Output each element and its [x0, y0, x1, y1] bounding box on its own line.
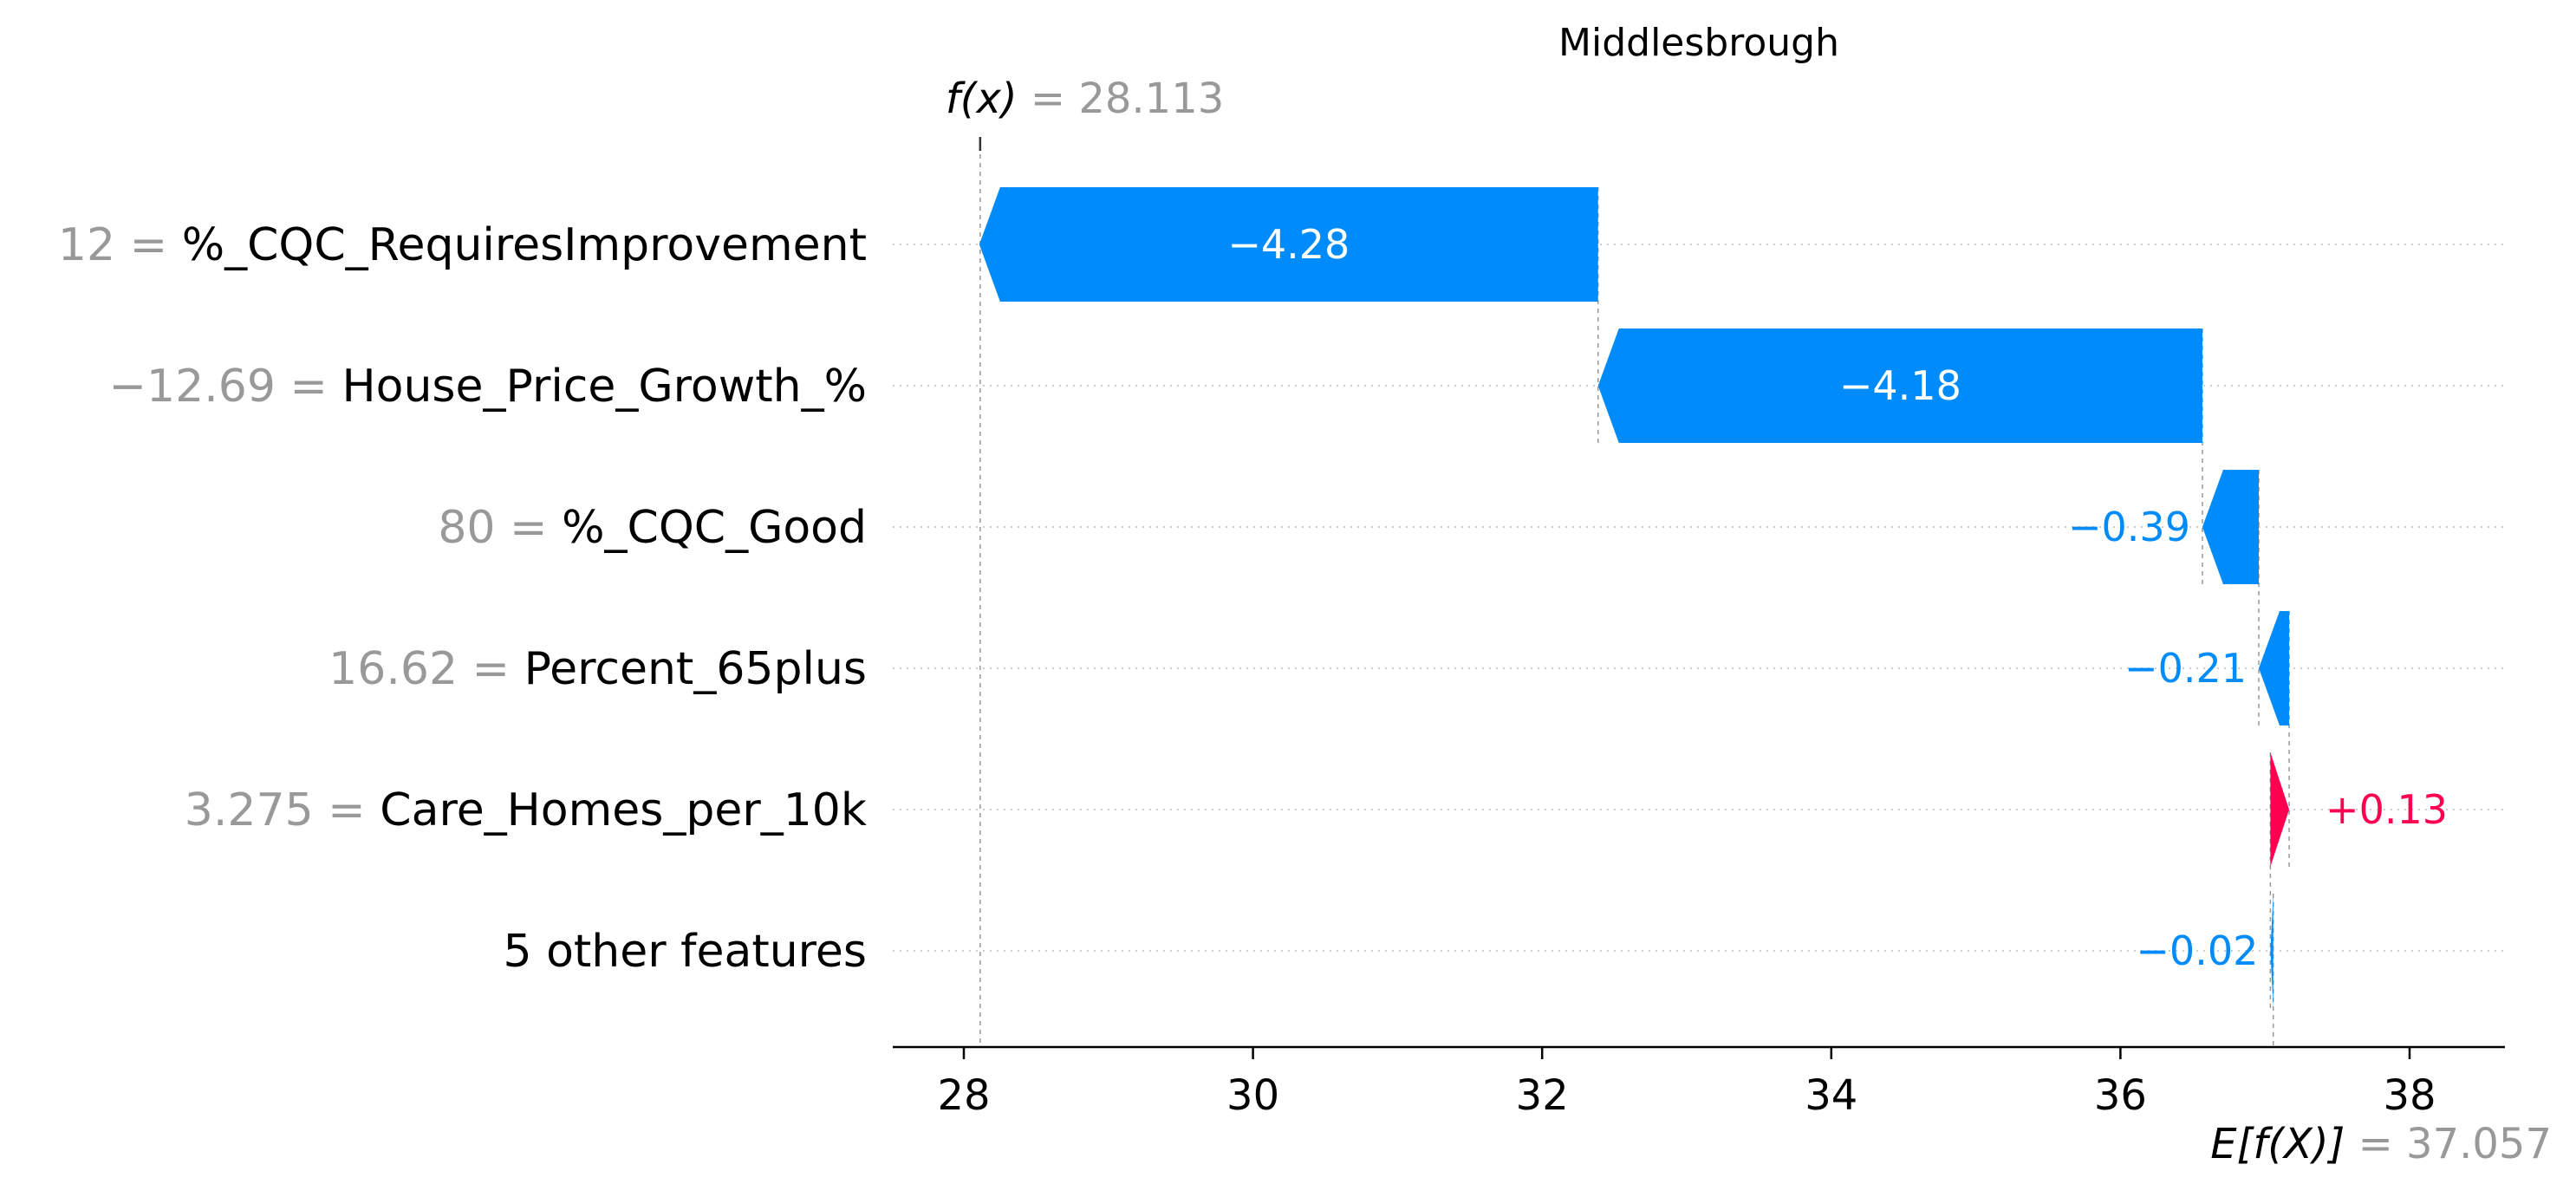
bar-value-label: −0.21	[2124, 645, 2247, 692]
base-label-value: = 37.057	[2345, 1120, 2552, 1168]
bar-negative	[2270, 894, 2274, 1008]
bar-negative	[1597, 329, 2202, 443]
feature-name: Percent_65plus	[524, 643, 867, 695]
feature-name: 5 other features	[503, 926, 867, 978]
x-tick-label: 32	[1516, 1071, 1569, 1120]
feature-label: 12 = %_CQC_RequiresImprovement	[58, 219, 867, 271]
feature-label: −12.69 = House_Price_Growth_%	[108, 361, 867, 413]
base-label-name: E[f(X)]	[2210, 1120, 2345, 1168]
feature-value: 80 =	[438, 502, 562, 554]
chart-title: Middlesbrough	[1558, 21, 1839, 65]
feature-value: 16.62 =	[329, 643, 524, 695]
bar-negative	[2259, 611, 2290, 725]
feature-name: %_CQC_RequiresImprovement	[182, 219, 867, 271]
x-tick-label: 36	[2094, 1071, 2147, 1120]
feature-label: 5 other features	[503, 926, 867, 978]
bar-positive	[2270, 752, 2290, 867]
x-tick-label: 28	[937, 1071, 990, 1120]
feature-value: −12.69 =	[108, 361, 342, 413]
bar-value-label: −0.39	[2068, 504, 2190, 550]
bar-value-label: −4.18	[1839, 362, 1961, 409]
x-tick-label: 34	[1805, 1071, 1857, 1120]
bar-negative	[979, 187, 1598, 302]
feature-name: House_Price_Growth_%	[342, 361, 867, 413]
feature-value: 3.275 =	[185, 784, 381, 836]
output-label-value: = 28.113	[1018, 75, 1225, 123]
feature-label: 3.275 = Care_Homes_per_10k	[185, 784, 867, 836]
output-label-name: f(x)	[946, 75, 1018, 123]
output-value-label: f(x) = 28.113	[946, 75, 1224, 123]
feature-label: 80 = %_CQC_Good	[438, 502, 867, 554]
base-value-label: E[f(X)] = 37.057	[2210, 1120, 2552, 1168]
bar-value-label: +0.13	[2326, 786, 2448, 833]
bar-value-label: −0.02	[2136, 927, 2258, 974]
feature-name: Care_Homes_per_10k	[380, 784, 867, 836]
feature-name: %_CQC_Good	[562, 502, 867, 554]
feature-label: 16.62 = Percent_65plus	[329, 643, 867, 695]
x-tick-label: 38	[2383, 1071, 2436, 1120]
x-tick-label: 30	[1226, 1071, 1279, 1120]
bar-value-label: −4.28	[1227, 221, 1350, 268]
bar-negative	[2202, 470, 2260, 584]
feature-value: 12 =	[58, 219, 182, 271]
